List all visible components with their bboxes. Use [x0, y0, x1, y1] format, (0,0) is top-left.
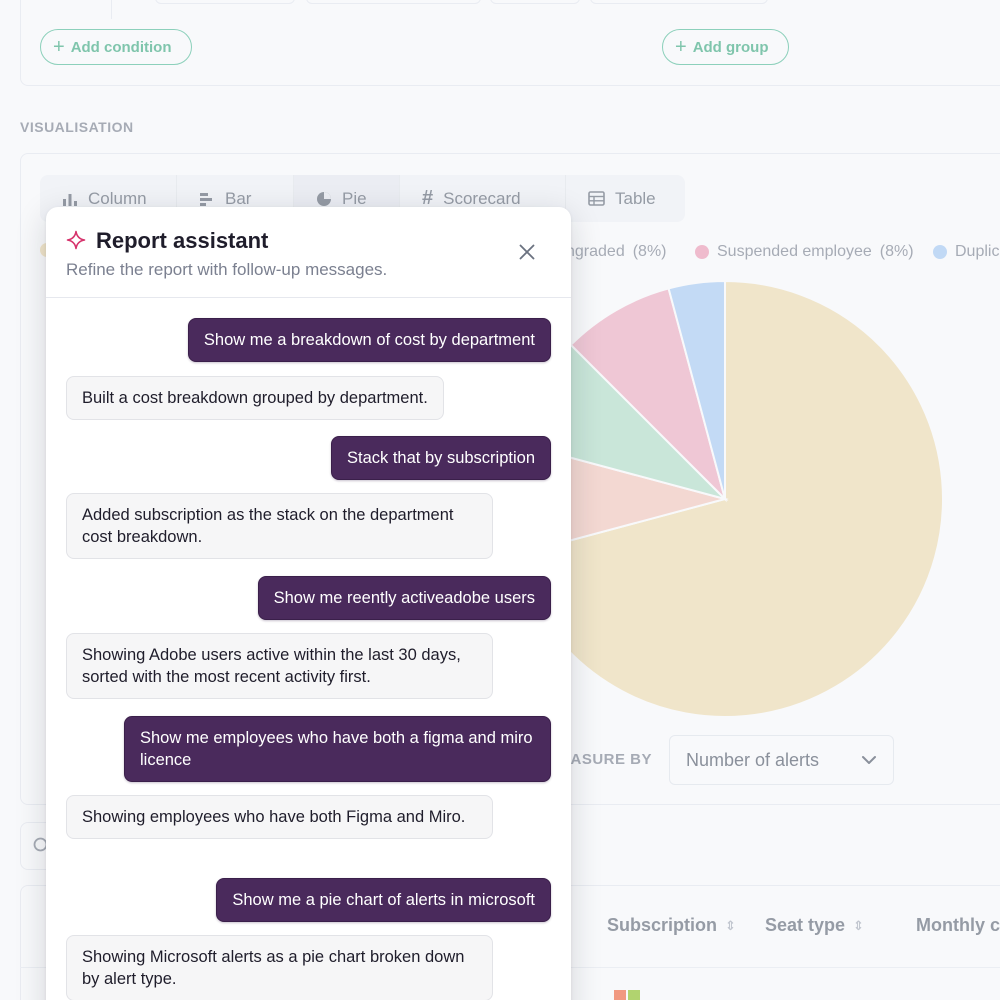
close-icon [519, 244, 535, 260]
assistant-header: Report assistant Refine the report with … [46, 207, 571, 298]
column-header-seat-type[interactable]: Seat type ⇕ [765, 915, 864, 936]
close-button[interactable] [513, 238, 541, 266]
user-message: Show me a pie chart of alerts in microso… [216, 878, 551, 922]
tab-table[interactable]: Table [566, 175, 685, 222]
legend-pct: (8%) [632, 243, 667, 260]
user-message: Show me reently activeadobe users [257, 576, 551, 620]
tab-bar-label: Bar [225, 188, 252, 208]
hash-icon: # [422, 187, 434, 209]
assistant-message: Added subscription as the stack on the d… [66, 493, 493, 559]
report-assistant-panel: Report assistant Refine the report with … [46, 207, 571, 1000]
microsoft-logo-icon [614, 990, 640, 1000]
measure-by-value: Number of alerts [686, 749, 820, 770]
assistant-message: Built a cost breakdown grouped by depart… [66, 376, 444, 420]
sparkle-icon [66, 230, 86, 250]
add-group-label: Add group [692, 38, 769, 56]
legend-label: Duplic [955, 243, 1000, 260]
user-message: Show me employees who have both a figma … [124, 716, 551, 782]
measure-by-label: EASURE BY [560, 751, 653, 768]
plus-icon: + [53, 36, 65, 58]
legend-label: ngraded [566, 243, 625, 260]
assistant-subtitle: Refine the report with follow-up message… [66, 260, 388, 279]
table-icon [588, 191, 605, 206]
measure-by-select[interactable]: Number of alerts [669, 735, 894, 785]
tab-scorecard-label: Scorecard [443, 188, 521, 208]
column-header-label: Seat type [765, 915, 846, 935]
assistant-message: Showing Microsoft alerts as a pie chart … [66, 935, 493, 1000]
assistant-message: Showing employees who have both Figma an… [66, 795, 493, 839]
tab-pie-label: Pie [342, 188, 367, 208]
legend-pct: (8%) [879, 243, 914, 260]
legend-dot [695, 245, 709, 259]
sort-icon[interactable]: ⇕ [853, 918, 864, 933]
column-header-monthly-cost[interactable]: Monthly c [916, 915, 1000, 936]
bar-chart-icon [200, 192, 212, 206]
legend-label: Suspended employee [717, 243, 872, 260]
user-message: Show me a breakdown of cost by departmen… [187, 318, 551, 362]
add-condition-button[interactable]: + Add condition [40, 29, 192, 65]
assistant-title: Report assistant [96, 228, 269, 253]
column-header-label: Subscription [607, 915, 718, 935]
legend-dot [933, 245, 947, 259]
chevron-down-icon [862, 756, 876, 764]
legend-item-downgraded: ngraded (8%) [566, 243, 667, 261]
column-chart-icon [63, 193, 77, 206]
user-message: Stack that by subscription [330, 436, 551, 480]
tab-column-label: Column [88, 188, 147, 208]
condition-connector-line [111, 0, 112, 19]
tab-scorecard[interactable]: # Scorecard [400, 175, 566, 222]
add-condition-label: Add condition [70, 38, 172, 56]
tab-column[interactable]: Column [40, 175, 177, 222]
legend-item-duplicate: Duplic [933, 243, 999, 261]
plus-icon: + [675, 36, 687, 58]
add-group-button[interactable]: + Add group [662, 29, 789, 65]
pie-chart-icon [317, 191, 331, 206]
sort-icon[interactable]: ⇕ [725, 918, 736, 933]
visualisation-section-label: VISUALISATION [20, 119, 134, 135]
column-header-subscription[interactable]: Subscription ⇕ [607, 915, 736, 936]
tab-bar[interactable]: Bar [177, 175, 294, 222]
legend-item-suspended-employee: Suspended employee (8%) [695, 243, 914, 261]
tab-table-label: Table [615, 188, 656, 208]
column-header-label: Monthly c [916, 915, 1000, 935]
assistant-message: Showing Adobe users active within the la… [66, 633, 493, 699]
